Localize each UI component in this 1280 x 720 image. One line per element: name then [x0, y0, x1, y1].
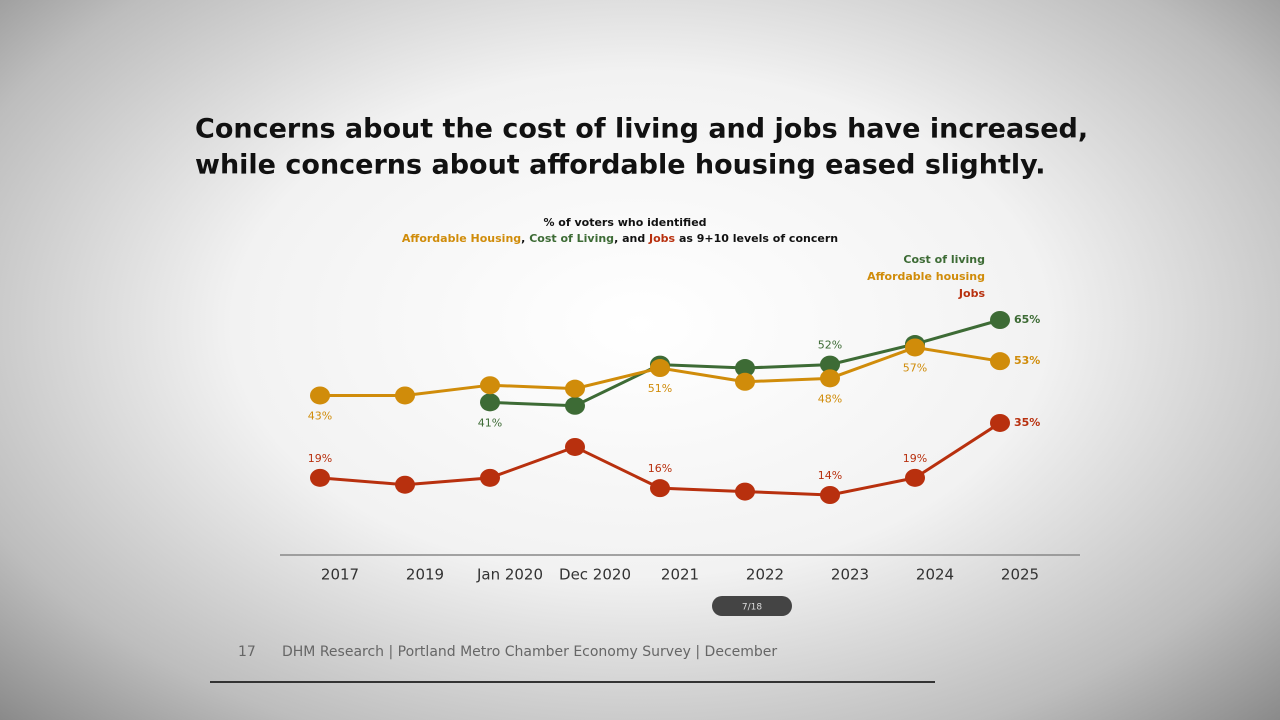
data-label: 65% — [1014, 313, 1040, 326]
x-tick-label: Dec 2020 — [559, 566, 631, 584]
legend-entry: Affordable housing — [867, 270, 985, 283]
nav-bar[interactable] — [712, 596, 792, 616]
data-label: 57% — [903, 361, 927, 374]
title-line: Concerns about the cost of living and jo… — [195, 114, 1088, 145]
data-point — [310, 468, 330, 487]
x-tick-label: 2019 — [406, 566, 444, 584]
legend-entry: Jobs — [958, 287, 986, 300]
data-label: 48% — [818, 392, 842, 405]
page-number: 17 — [238, 644, 256, 660]
x-tick-label: 2024 — [916, 566, 954, 584]
subtitle-part: Cost of Living — [529, 232, 614, 245]
subtitle-part: , and — [614, 232, 649, 245]
data-point — [905, 468, 925, 487]
data-label: 16% — [648, 462, 672, 475]
data-point — [395, 475, 415, 494]
legend-entry: Cost of living — [903, 253, 985, 266]
x-tick-label: 2023 — [831, 566, 869, 584]
title-line: while concerns about affordable housing … — [195, 150, 1046, 181]
data-label: 43% — [308, 409, 332, 422]
x-tick-label: 2021 — [661, 566, 699, 584]
subtitle-part: as 9+10 levels of concern — [675, 232, 838, 245]
data-point — [735, 482, 755, 501]
subtitle-part: Jobs — [648, 232, 676, 245]
data-point — [565, 396, 585, 415]
data-point — [990, 311, 1010, 329]
data-point — [820, 355, 840, 374]
data-point — [480, 468, 500, 487]
data-point — [480, 376, 500, 395]
x-tick-label: 2017 — [321, 566, 359, 584]
data-point — [905, 338, 925, 357]
subtitle-part: Affordable Housing — [402, 232, 521, 245]
data-point — [735, 372, 755, 391]
x-tick-label: Jan 2020 — [476, 566, 543, 584]
data-label: 51% — [648, 382, 672, 395]
subtitle-part: , — [521, 232, 529, 245]
data-point — [735, 359, 755, 378]
data-point — [650, 359, 670, 378]
data-point — [565, 437, 585, 456]
data-point — [310, 386, 330, 405]
x-tick-label: 2025 — [1001, 566, 1039, 584]
data-point — [820, 486, 840, 504]
data-label: 19% — [903, 452, 927, 465]
data-label: 35% — [1014, 416, 1040, 429]
data-point — [650, 479, 670, 498]
data-point — [395, 386, 415, 405]
data-label: 53% — [1014, 354, 1040, 367]
subtitle: Affordable Housing, Cost of Living, and … — [402, 232, 838, 245]
nav-counter: 7/18 — [742, 603, 762, 613]
data-point — [565, 379, 585, 398]
data-label: 52% — [818, 339, 842, 352]
x-tick-label: 2022 — [746, 566, 784, 584]
data-point — [820, 369, 840, 388]
data-label: 19% — [308, 452, 332, 465]
subtitle: % of voters who identified — [543, 216, 706, 229]
data-point — [480, 393, 500, 412]
data-point — [990, 352, 1010, 371]
data-label: 14% — [818, 469, 842, 482]
data-label: 41% — [478, 416, 502, 429]
data-point — [990, 413, 1010, 432]
footer-text: DHM Research | Portland Metro Chamber Ec… — [282, 644, 777, 660]
